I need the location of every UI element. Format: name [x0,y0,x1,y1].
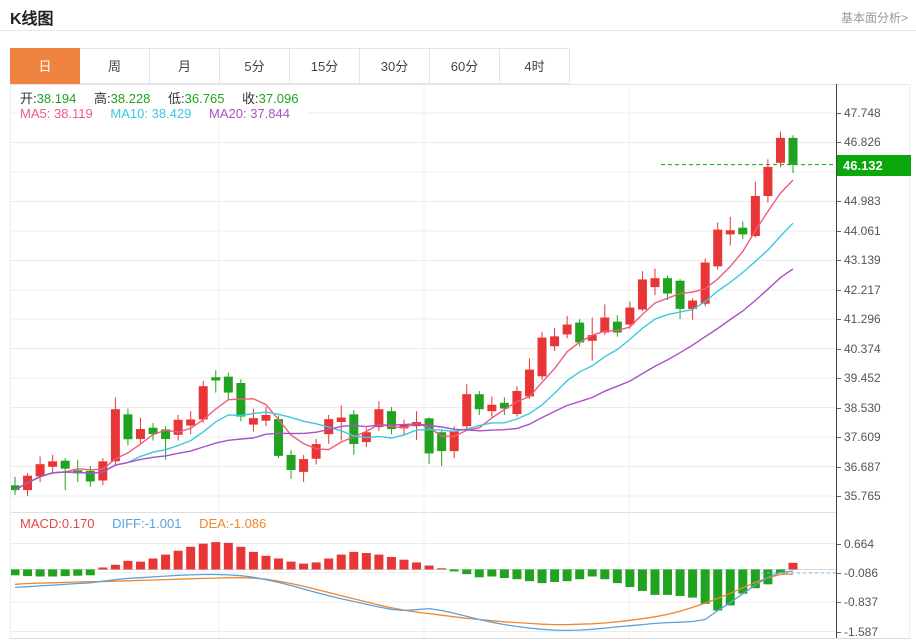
tab-day[interactable]: 日 [10,48,80,84]
axis-tick [837,466,841,468]
tab-4hour[interactable]: 4时 [500,48,570,84]
tab-60min[interactable]: 60分 [430,48,500,84]
y-axis-label: 46.826 [844,135,881,150]
y-axis-label: 0.664 [844,536,875,551]
axis-tick [837,260,841,262]
high-value: 38.228 [110,91,151,106]
ohlc-legend: 开:38.194 高:38.228 低:36.765 收:37.096 [16,87,317,108]
y-axis-label: -0.086 [844,565,879,580]
ma5-value: 38.119 [53,106,93,121]
y-axis-label: 35.765 [844,489,881,503]
tab-month[interactable]: 月 [150,48,220,84]
y-axis-label: 43.139 [844,253,881,268]
tab-5min[interactable]: 5分 [220,48,290,84]
axis-tick [837,230,841,232]
close-value: 37.096 [258,91,299,106]
axis-tick [837,142,841,144]
tab-30min[interactable]: 30分 [360,48,430,84]
y-axis-label: 42.217 [844,282,881,297]
dea-value: -1.086 [229,516,267,531]
axis-tick [837,602,841,604]
axis-tick [837,407,841,409]
y-axis-label: 41.296 [844,312,881,327]
y-axis-label: -1.587 [844,624,879,639]
axis-tick [837,437,841,439]
y-axis-label: 36.687 [844,459,881,474]
tab-15min[interactable]: 15分 [290,48,360,84]
y-axis-label: 44.983 [844,194,881,209]
candlestick-chart[interactable] [11,84,836,512]
diff-value: -1.001 [144,516,182,531]
macd-legend: MACD:0.170 DIFF:-1.001 DEA:-1.086 [16,515,285,532]
tab-week[interactable]: 周 [80,48,150,84]
macd-chart[interactable] [11,512,836,638]
axis-tick [837,319,841,321]
macd-label: MACD: [20,516,62,531]
ma5-label: MA5: [20,106,51,121]
y-axis-label: 38.530 [844,400,881,415]
diff-label: DIFF: [112,516,145,531]
chart-container: 47.74846.82645.90444.98344.06143.13942.2… [10,84,911,639]
dea-label: DEA: [199,516,230,531]
y-axis-label: 40.374 [844,341,881,356]
axis-tick [837,113,841,114]
close-label: 收: [242,91,259,106]
axis-tick [837,496,841,497]
axis-tick [837,543,841,545]
y-axis-label: 44.061 [844,223,881,238]
y-axis-line [836,84,837,638]
axis-tick [837,348,841,350]
open-value: 38.194 [36,91,77,106]
axis-tick [837,572,841,574]
page-title: K线图 [10,11,54,28]
open-label: 开: [20,91,37,106]
axis-tick [837,289,841,291]
high-label: 高: [94,91,111,106]
y-axis-label: -0.837 [844,595,879,610]
axis-tick [837,378,841,380]
macd-value: 0.170 [61,516,95,531]
ma10-value: 38.429 [151,106,192,121]
low-label: 低: [168,91,185,106]
ma10-label: MA10: [110,106,148,121]
ma20-value: 37.844 [250,106,290,121]
ma-legend: MA5: 38.119 MA10: 38.429 MA20: 37.844 [16,105,308,122]
y-axis-label: 37.609 [844,430,881,445]
y-axis-label: 39.452 [844,371,881,386]
low-value: 36.765 [184,91,225,106]
title-divider [0,30,916,31]
current-price-tag: 46.132 [837,154,911,176]
y-axis-label: 47.748 [844,106,881,120]
interval-tabbar: 日 周 月 5分 15分 30分 60分 4时 [10,48,908,85]
fundamental-analysis-link[interactable]: 基本面分析> [840,11,908,25]
axis-tick [837,201,841,203]
ma20-label: MA20: [208,106,247,121]
axis-tick [837,631,841,633]
